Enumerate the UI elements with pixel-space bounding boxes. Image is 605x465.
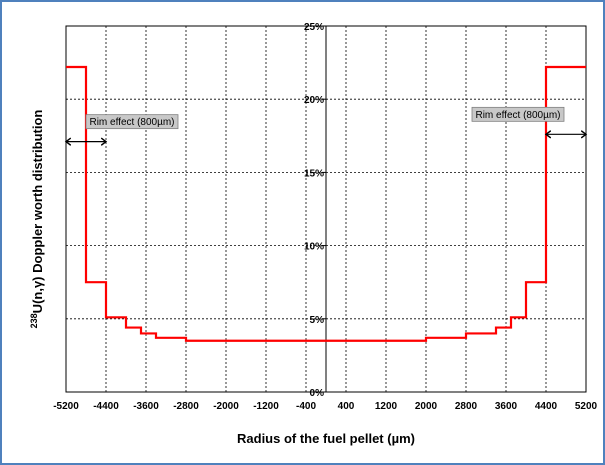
x-tick-label: 5200: [575, 401, 598, 412]
y-axis-title: 238U(n,γ) Doppler worth distribution: [29, 110, 45, 329]
x-tick-label: 2800: [455, 401, 478, 412]
rim-effect-label-box: [471, 106, 565, 122]
x-tick-labels: -5200 -4400 -3600 -2800 -2000 -1200 -400 400 120…: [53, 401, 597, 412]
y-axis-title-main: U(n,γ) Doppler worth distribution: [30, 110, 45, 314]
x-tick-label: -5200: [53, 401, 79, 412]
y-axis-title-superscript: 238: [29, 313, 39, 328]
x-tick-label: 1200: [375, 401, 398, 412]
x-tick-label: 3600: [495, 401, 518, 412]
y-tick-label: 20%: [304, 95, 324, 106]
x-tick-label: -1200: [253, 401, 279, 412]
y-tick-label: 0%: [310, 388, 325, 399]
y-tick-label: 25%: [304, 22, 324, 33]
rim-effect-label: Rim effect (800µm): [475, 110, 560, 121]
rim-effect-label: Rim effect (800µm): [89, 117, 174, 128]
x-tick-label: -400: [296, 401, 316, 412]
x-tick-label: 400: [338, 401, 355, 412]
x-axis-title: Radius of the fuel pellet (µm): [237, 431, 415, 446]
x-tick-label: -2000: [213, 401, 239, 412]
y-tick-label: 5%: [310, 315, 325, 326]
x-tick-label: -2800: [173, 401, 199, 412]
y-tick-labels: 0% 5% 10% 15% 20% 25%: [304, 22, 326, 399]
rim-effect-label-box: [85, 114, 179, 130]
series-line: [66, 65, 586, 342]
series-layer: [66, 65, 586, 342]
x-tick-label: 2000: [415, 401, 438, 412]
y-tick-label: 10%: [304, 242, 324, 253]
x-tick-label: -3600: [133, 401, 159, 412]
y-tick-label: 15%: [304, 168, 324, 179]
x-tick-label: 4400: [535, 401, 558, 412]
annotation-layer: Rim effect (800µm) Rim effect (800µm): [66, 106, 586, 141]
x-tick-label: -4400: [93, 401, 119, 412]
